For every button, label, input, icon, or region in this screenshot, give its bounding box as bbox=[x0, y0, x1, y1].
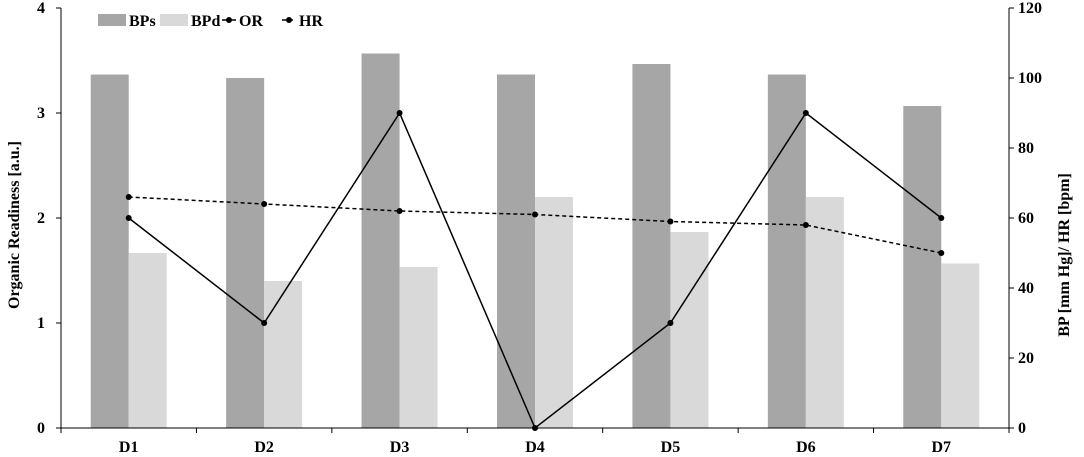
bar-bpd-d3 bbox=[399, 267, 438, 428]
bar-bps-d6 bbox=[767, 74, 806, 428]
bar-bpd-d2 bbox=[264, 281, 303, 428]
legend-marker-or bbox=[226, 17, 232, 23]
left-axis-title: Organic Readiness [a.u.] bbox=[6, 141, 23, 309]
legend-label-or: OR bbox=[239, 13, 263, 30]
legend-label-bps: BPs bbox=[129, 13, 156, 30]
x-axis-ticks: D1 D2 D3 D4 D5 D6 D7 bbox=[60, 428, 1010, 456]
right-tick-label: 100 bbox=[1018, 70, 1042, 87]
bar-bps-d2 bbox=[226, 78, 265, 428]
bar-bpd-d6 bbox=[805, 197, 844, 428]
right-tick-label: 80 bbox=[1018, 140, 1034, 157]
bar-bps-d7 bbox=[903, 106, 942, 428]
right-axis-title: BP [mm Hg]/ HR [bpm] bbox=[1056, 173, 1073, 337]
bar-bps-d4 bbox=[497, 74, 535, 428]
legend-label-hr: HR bbox=[299, 13, 323, 30]
right-tick-label: 60 bbox=[1018, 210, 1034, 227]
legend-marker-hr bbox=[286, 17, 292, 23]
left-tick-label: 2 bbox=[37, 210, 45, 227]
legend-swatch-bps bbox=[98, 14, 126, 26]
point-or-d6 bbox=[802, 110, 809, 116]
point-or-d7 bbox=[938, 215, 945, 221]
bar-bpd-d4 bbox=[535, 197, 573, 428]
legend-label-bpd: BPd bbox=[191, 13, 220, 30]
x-tick-label: D1 bbox=[119, 439, 139, 456]
point-hr-d6 bbox=[802, 222, 809, 228]
x-tick-label: D4 bbox=[525, 439, 545, 456]
bar-bpd-d7 bbox=[941, 263, 980, 428]
bar-bps-d1 bbox=[90, 74, 129, 428]
point-hr-d7 bbox=[938, 250, 945, 256]
point-or-d5 bbox=[667, 320, 674, 326]
point-or-d3 bbox=[396, 110, 403, 116]
left-tick-label: 4 bbox=[37, 0, 45, 17]
left-tick-label: 3 bbox=[37, 105, 45, 122]
point-hr-d2 bbox=[261, 201, 268, 207]
right-tick-label: 120 bbox=[1018, 0, 1042, 17]
x-tick-label: D7 bbox=[932, 439, 952, 456]
x-tick-label: D3 bbox=[390, 439, 410, 456]
x-tick-label: D5 bbox=[661, 439, 681, 456]
point-or-d1 bbox=[125, 215, 132, 221]
legend: BPs BPd OR HR bbox=[98, 13, 323, 30]
bar-layer bbox=[90, 53, 980, 428]
bar-bpd-d1 bbox=[128, 253, 167, 428]
bar-bps-d5 bbox=[632, 64, 671, 428]
right-tick-label: 20 bbox=[1018, 350, 1034, 367]
point-or-d2 bbox=[261, 320, 268, 326]
right-tick-label: 0 bbox=[1018, 420, 1026, 437]
left-axis-ticks: 0 1 2 3 4 bbox=[37, 0, 61, 437]
point-hr-d1 bbox=[125, 194, 132, 200]
x-tick-label: D2 bbox=[254, 439, 274, 456]
left-tick-label: 0 bbox=[37, 420, 45, 437]
bar-bps-d3 bbox=[361, 53, 400, 428]
point-hr-d5 bbox=[667, 218, 674, 225]
legend-swatch-bpd bbox=[160, 14, 188, 26]
x-tick-label: D6 bbox=[796, 439, 816, 456]
right-tick-label: 40 bbox=[1018, 280, 1034, 297]
right-axis-ticks: 0 20 40 60 80 100 120 bbox=[1009, 0, 1042, 437]
point-hr-d4 bbox=[532, 211, 538, 218]
point-hr-d3 bbox=[396, 208, 403, 214]
bar-bpd-d5 bbox=[670, 232, 709, 428]
left-tick-label: 1 bbox=[37, 315, 45, 332]
